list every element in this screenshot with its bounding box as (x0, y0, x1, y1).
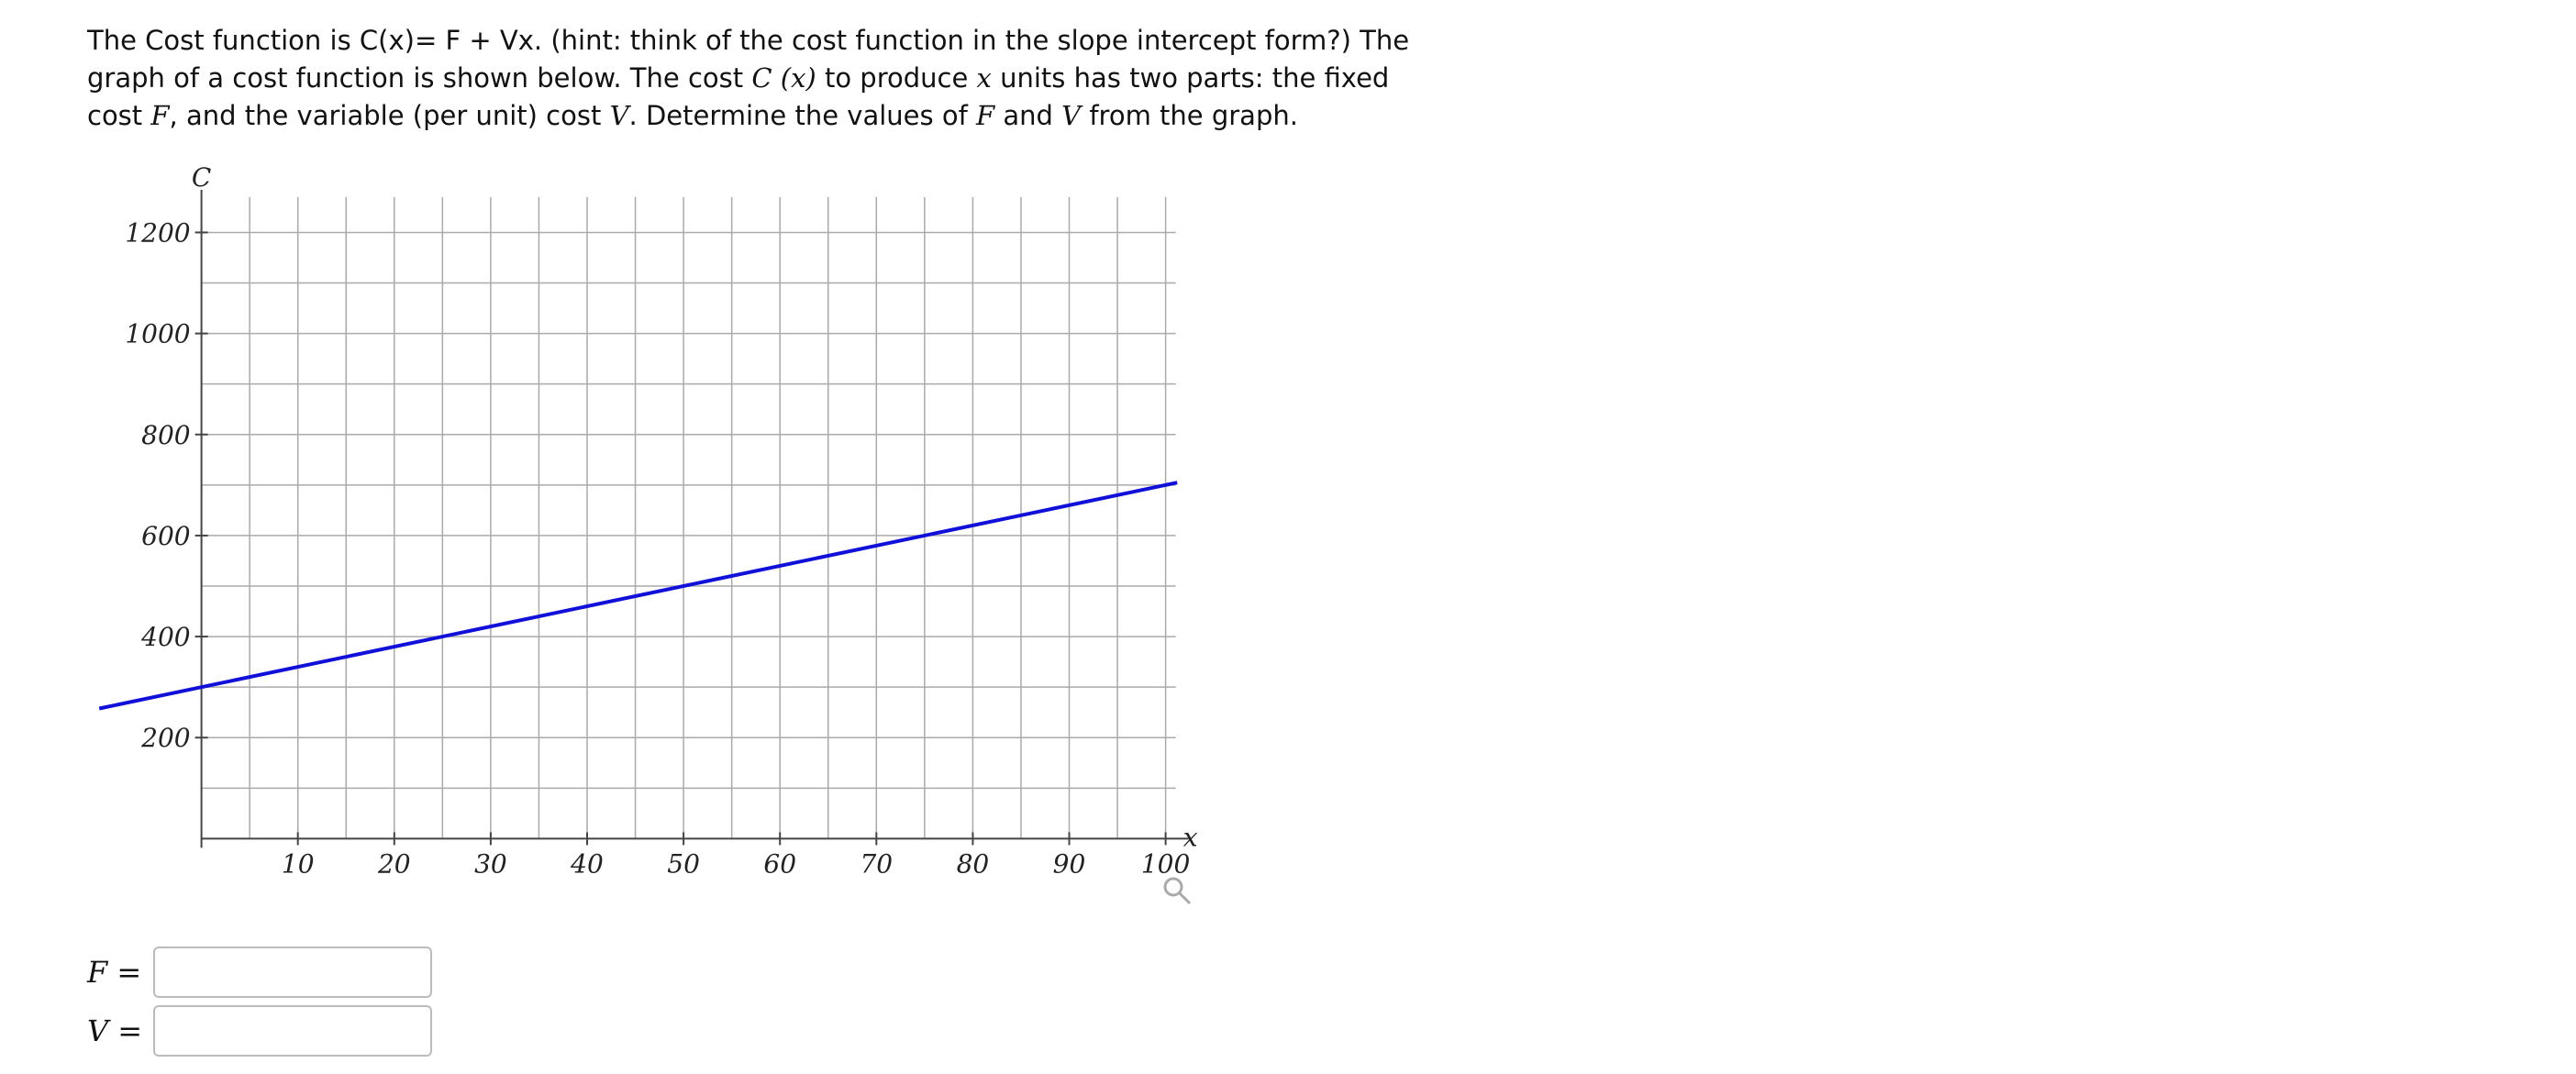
cost-line (98, 481, 1178, 711)
question-line: graph of a cost function is shown below.… (87, 60, 1409, 97)
text: cost (87, 100, 151, 131)
x-tick-label: 60 (763, 848, 796, 879)
answer-label: F = (87, 955, 142, 990)
x-tick-label: 20 (377, 848, 411, 879)
x-tick-label: 40 (570, 848, 604, 879)
question-line: The Cost function is C(x)= F + Vx. (hint… (87, 22, 1409, 60)
math: V (1061, 100, 1082, 131)
question: The Cost function is C(x)= F + Vx. (hint… (87, 22, 1409, 135)
y-tick-label: 200 (140, 723, 190, 753)
text: from the graph. (1081, 100, 1298, 131)
y-axis-label: C (192, 162, 211, 193)
math: C (x) (751, 62, 816, 94)
text: . Determine the values of (628, 100, 977, 131)
text: The Cost function is C(x)= F + Vx. (hint… (87, 25, 1410, 56)
x-tick-label: 30 (474, 848, 507, 879)
x-tick-label: 80 (957, 848, 990, 879)
answer-row: F = (87, 946, 432, 999)
math: V (609, 100, 629, 131)
x-tick-label: 50 (667, 848, 700, 879)
zoom-icon[interactable] (1163, 877, 1192, 905)
x-axis-label: x (1183, 822, 1198, 852)
math: x (976, 62, 992, 94)
x-tick-label: 70 (860, 848, 893, 879)
x-tick-label: 90 (1053, 848, 1086, 879)
question-line: cost F, and the variable (per unit) cost… (87, 97, 1409, 135)
text: , and the variable (per unit) cost (169, 100, 610, 131)
y-tick-label: 400 (140, 622, 190, 652)
text: and (994, 100, 1062, 131)
answer-label: V = (87, 1013, 143, 1048)
text: units has two parts: the fixed (991, 62, 1390, 94)
y-tick-label: 600 (141, 521, 190, 551)
answer-row: V = (87, 1004, 432, 1057)
x-tick-label: 10 (282, 848, 315, 879)
math: F (150, 100, 170, 131)
y-tick-label: 1200 (125, 217, 190, 248)
math: F (976, 100, 995, 131)
y-tick-label: 800 (141, 420, 190, 450)
answer-input[interactable] (153, 1005, 432, 1057)
text: graph of a cost function is shown below.… (87, 62, 752, 94)
text: to produce (816, 62, 977, 94)
x-tick-label: 100 (1141, 848, 1190, 879)
y-tick-label: 1000 (125, 319, 190, 349)
answer-input[interactable] (153, 947, 432, 998)
